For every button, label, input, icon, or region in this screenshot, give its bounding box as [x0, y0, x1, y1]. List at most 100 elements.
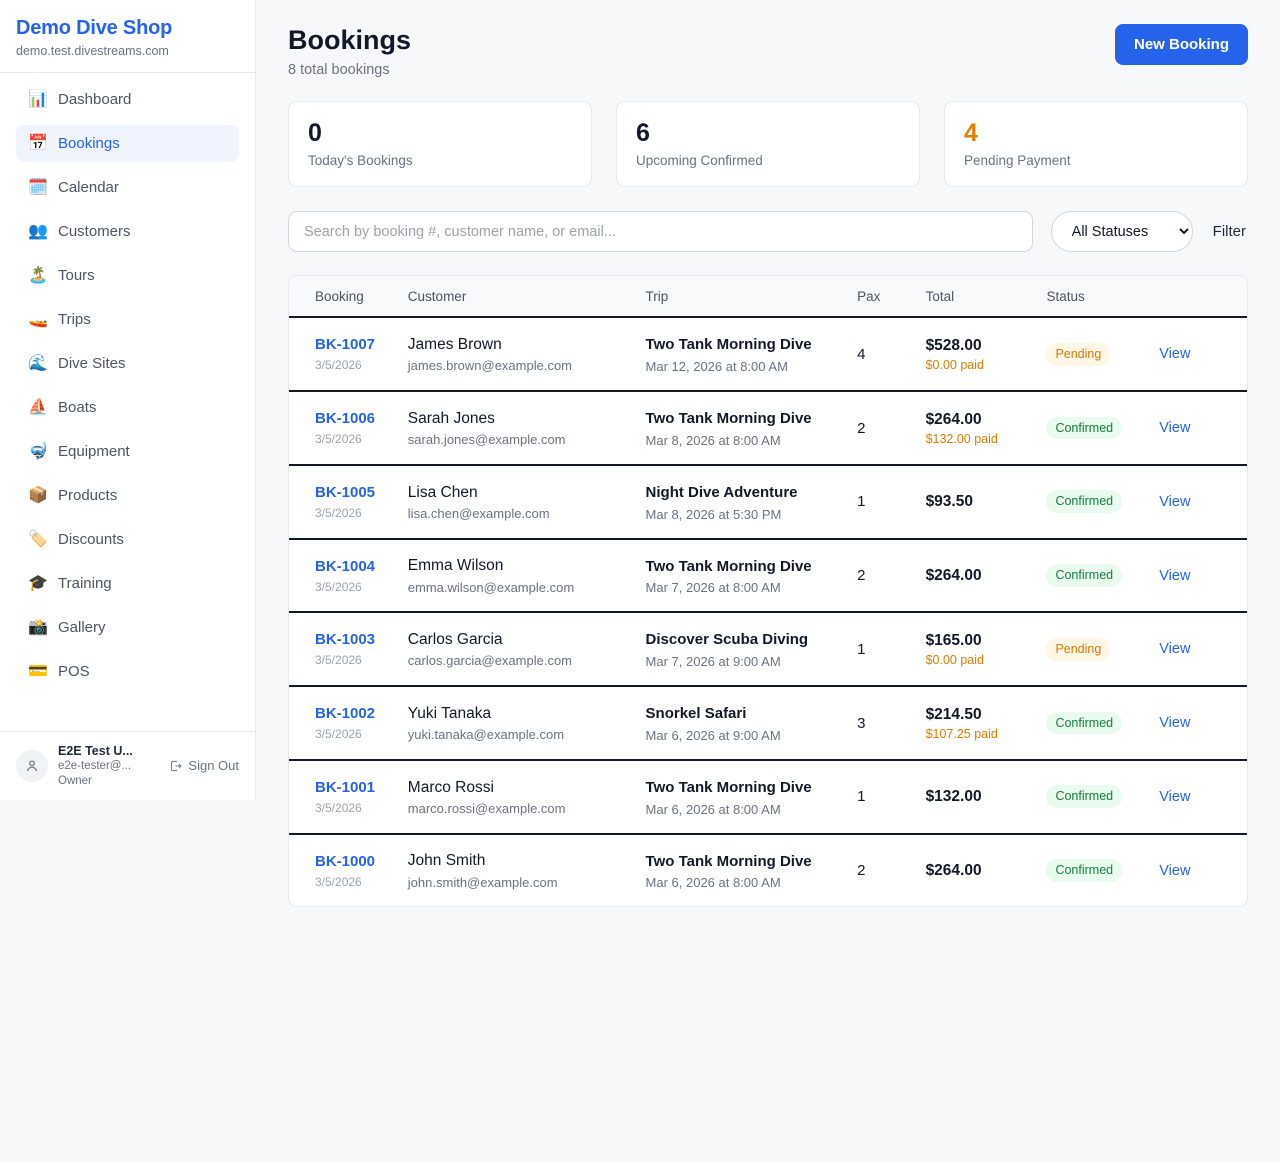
table-row[interactable]: BK-1000 3/5/2026 John Smith john.smith@exam…	[289, 834, 1247, 907]
status-badge: Confirmed	[1046, 785, 1123, 809]
pax-count: 3	[857, 714, 866, 732]
cell-booking: BK-1007 3/5/2026	[289, 317, 400, 393]
table-row[interactable]: BK-1004 3/5/2026 Emma Wilson emma.wilson@ex…	[289, 538, 1247, 614]
table-row[interactable]: BK-1006 3/5/2026 Sarah Jones sarah.jones@ex…	[289, 391, 1247, 466]
booking-id-link[interactable]: BK-1004	[315, 557, 376, 575]
table-row[interactable]: BK-1007 3/5/2026 James Brown james.brown@ex…	[289, 317, 1247, 393]
sailboat-icon: ⛵	[28, 398, 48, 416]
sidebar-item-products[interactable]: 📦 Products	[16, 477, 239, 514]
user-meta: E2E Test U... e2e-tester@... Owner	[58, 744, 159, 788]
cell-trip: Two Tank Morning Dive Mar 12, 2026 at 8:0…	[637, 317, 850, 393]
booking-id-link[interactable]: BK-1000	[315, 852, 376, 870]
search-input[interactable]	[288, 211, 1033, 253]
booking-id-link[interactable]: BK-1002	[315, 705, 376, 723]
cell-status: Pending	[1038, 317, 1152, 393]
trip-datetime: Mar 8, 2026 at 5:30 PM	[645, 506, 782, 522]
cell-status: Confirmed	[1038, 391, 1152, 466]
sidebar-item-boats[interactable]: ⛵ Boats	[16, 389, 239, 426]
booking-id-link[interactable]: BK-1007	[315, 336, 376, 354]
cell-trip: Two Tank Morning Dive Mar 6, 2026 at 8:00…	[637, 759, 850, 835]
sidebar-item-trips[interactable]: 🚤 Trips	[16, 301, 239, 338]
customer-name: James Brown	[407, 336, 502, 354]
booking-id-link[interactable]: BK-1001	[315, 778, 376, 796]
customer-name: Emma Wilson	[407, 557, 504, 575]
sidebar-item-pos[interactable]: 💳 POS	[16, 653, 239, 690]
sidebar-item-calendar[interactable]: 🗓️ Calendar	[16, 169, 239, 206]
total-amount: $528.00	[925, 337, 982, 355]
cell-pax: 2	[849, 391, 918, 466]
trip-datetime: Mar 6, 2026 at 9:00 AM	[645, 727, 781, 743]
cell-action: View	[1151, 834, 1247, 907]
trip-name: Discover Scuba Diving	[645, 631, 809, 649]
customer-email: carlos.garcia@example.com	[407, 653, 572, 669]
booking-id-link[interactable]: BK-1003	[315, 631, 376, 649]
sign-out-button[interactable]: Sign Out	[169, 758, 239, 773]
bar-chart-icon: 📊	[28, 90, 48, 108]
speedboat-icon: 🚤	[28, 310, 48, 328]
view-link[interactable]: View	[1159, 346, 1191, 363]
booking-date: 3/5/2026	[315, 800, 362, 815]
user-email: e2e-tester@...	[58, 760, 132, 773]
column-header: Trip	[637, 276, 850, 319]
total-amount: $264.00	[925, 861, 982, 879]
status-badge: Confirmed	[1046, 416, 1123, 440]
table-body: BK-1007 3/5/2026 James Brown james.brown@ex…	[289, 317, 1247, 906]
trip-datetime: Mar 12, 2026 at 8:00 AM	[645, 359, 788, 375]
cell-status: Confirmed	[1038, 686, 1152, 761]
table-header: Booking Customer Trip Pax Total Status	[289, 276, 1247, 319]
stat-label: Today's Bookings	[308, 153, 413, 169]
cell-customer: James Brown james.brown@example.com	[399, 317, 638, 393]
cell-trip: Night Dive Adventure Mar 8, 2026 at 5:30 …	[637, 464, 850, 540]
cell-pax: 1	[849, 464, 918, 540]
customer-name: Sarah Jones	[407, 409, 495, 427]
sidebar-item-tours[interactable]: 🏝️ Tours	[16, 257, 239, 294]
sidebar-item-customers[interactable]: 👥 Customers	[16, 213, 239, 250]
sidebar-item-equipment[interactable]: 🤿 Equipment	[16, 433, 239, 470]
view-link[interactable]: View	[1159, 862, 1191, 879]
sidebar-item-bookings[interactable]: 📅 Bookings	[16, 125, 239, 162]
table-header-row: Booking Customer Trip Pax Total Status	[289, 276, 1247, 319]
cell-trip: Two Tank Morning Dive Mar 7, 2026 at 8:00…	[637, 538, 850, 614]
sidebar-item-discounts[interactable]: 🏷️ Discounts	[16, 521, 239, 558]
bookings-table-card: Booking Customer Trip Pax Total Status BK-100…	[288, 275, 1248, 908]
view-link[interactable]: View	[1159, 493, 1191, 510]
paid-amount: $132.00 paid	[925, 432, 998, 447]
sidebar-item-dive-sites[interactable]: 🌊 Dive Sites	[16, 345, 239, 382]
sidebar-item-label: Bookings	[58, 135, 120, 152]
cell-total: $264.00 $132.00 paid	[917, 391, 1039, 466]
trip-name: Two Tank Morning Dive	[645, 410, 812, 428]
filter-button[interactable]: Filter	[1212, 223, 1246, 241]
customer-name: Marco Rossi	[407, 778, 494, 796]
cell-total: $165.00 $0.00 paid	[917, 612, 1039, 688]
booking-id-link[interactable]: BK-1006	[315, 410, 376, 428]
trip-name: Two Tank Morning Dive	[645, 557, 812, 575]
cell-trip: Discover Scuba Diving Mar 7, 2026 at 9:00…	[637, 612, 850, 688]
view-link[interactable]: View	[1159, 567, 1191, 584]
new-booking-button[interactable]: New Booking	[1114, 24, 1248, 65]
view-link[interactable]: View	[1159, 788, 1191, 805]
cell-action: View	[1151, 686, 1247, 761]
customer-email: yuki.tanaka@example.com	[407, 727, 565, 743]
column-header: Status	[1038, 276, 1152, 319]
booking-id-link[interactable]: BK-1005	[315, 483, 376, 501]
sidebar-item-training[interactable]: 🎓 Training	[16, 565, 239, 602]
table-row[interactable]: BK-1002 3/5/2026 Yuki Tanaka yuki.tanaka@ex…	[289, 686, 1247, 761]
cell-customer: Yuki Tanaka yuki.tanaka@example.com	[399, 686, 638, 761]
sidebar-item-gallery[interactable]: 📸 Gallery	[16, 609, 239, 646]
sidebar-item-dashboard[interactable]: 📊 Dashboard	[16, 81, 239, 118]
table-row[interactable]: BK-1005 3/5/2026 Lisa Chen lisa.chen@exampl…	[289, 464, 1247, 540]
cell-status: Confirmed	[1038, 464, 1152, 540]
stat-card: 4 Pending Payment	[944, 101, 1248, 188]
view-link[interactable]: View	[1159, 420, 1191, 437]
table-row[interactable]: BK-1003 3/5/2026 Carlos Garcia carlos.garci…	[289, 612, 1247, 688]
status-filter-select[interactable]: All Statuses	[1050, 211, 1193, 253]
view-link[interactable]: View	[1159, 715, 1191, 732]
trip-datetime: Mar 7, 2026 at 9:00 AM	[645, 654, 781, 670]
stat-value: 4	[964, 119, 978, 148]
stat-card: 0 Today's Bookings	[288, 101, 592, 188]
table-row[interactable]: BK-1001 3/5/2026 Marco Rossi marco.rossi@ex…	[289, 759, 1247, 835]
cell-trip: Snorkel Safari Mar 6, 2026 at 9:00 AM	[637, 686, 850, 761]
view-link[interactable]: View	[1159, 641, 1191, 658]
customer-email: james.brown@example.com	[407, 358, 572, 374]
